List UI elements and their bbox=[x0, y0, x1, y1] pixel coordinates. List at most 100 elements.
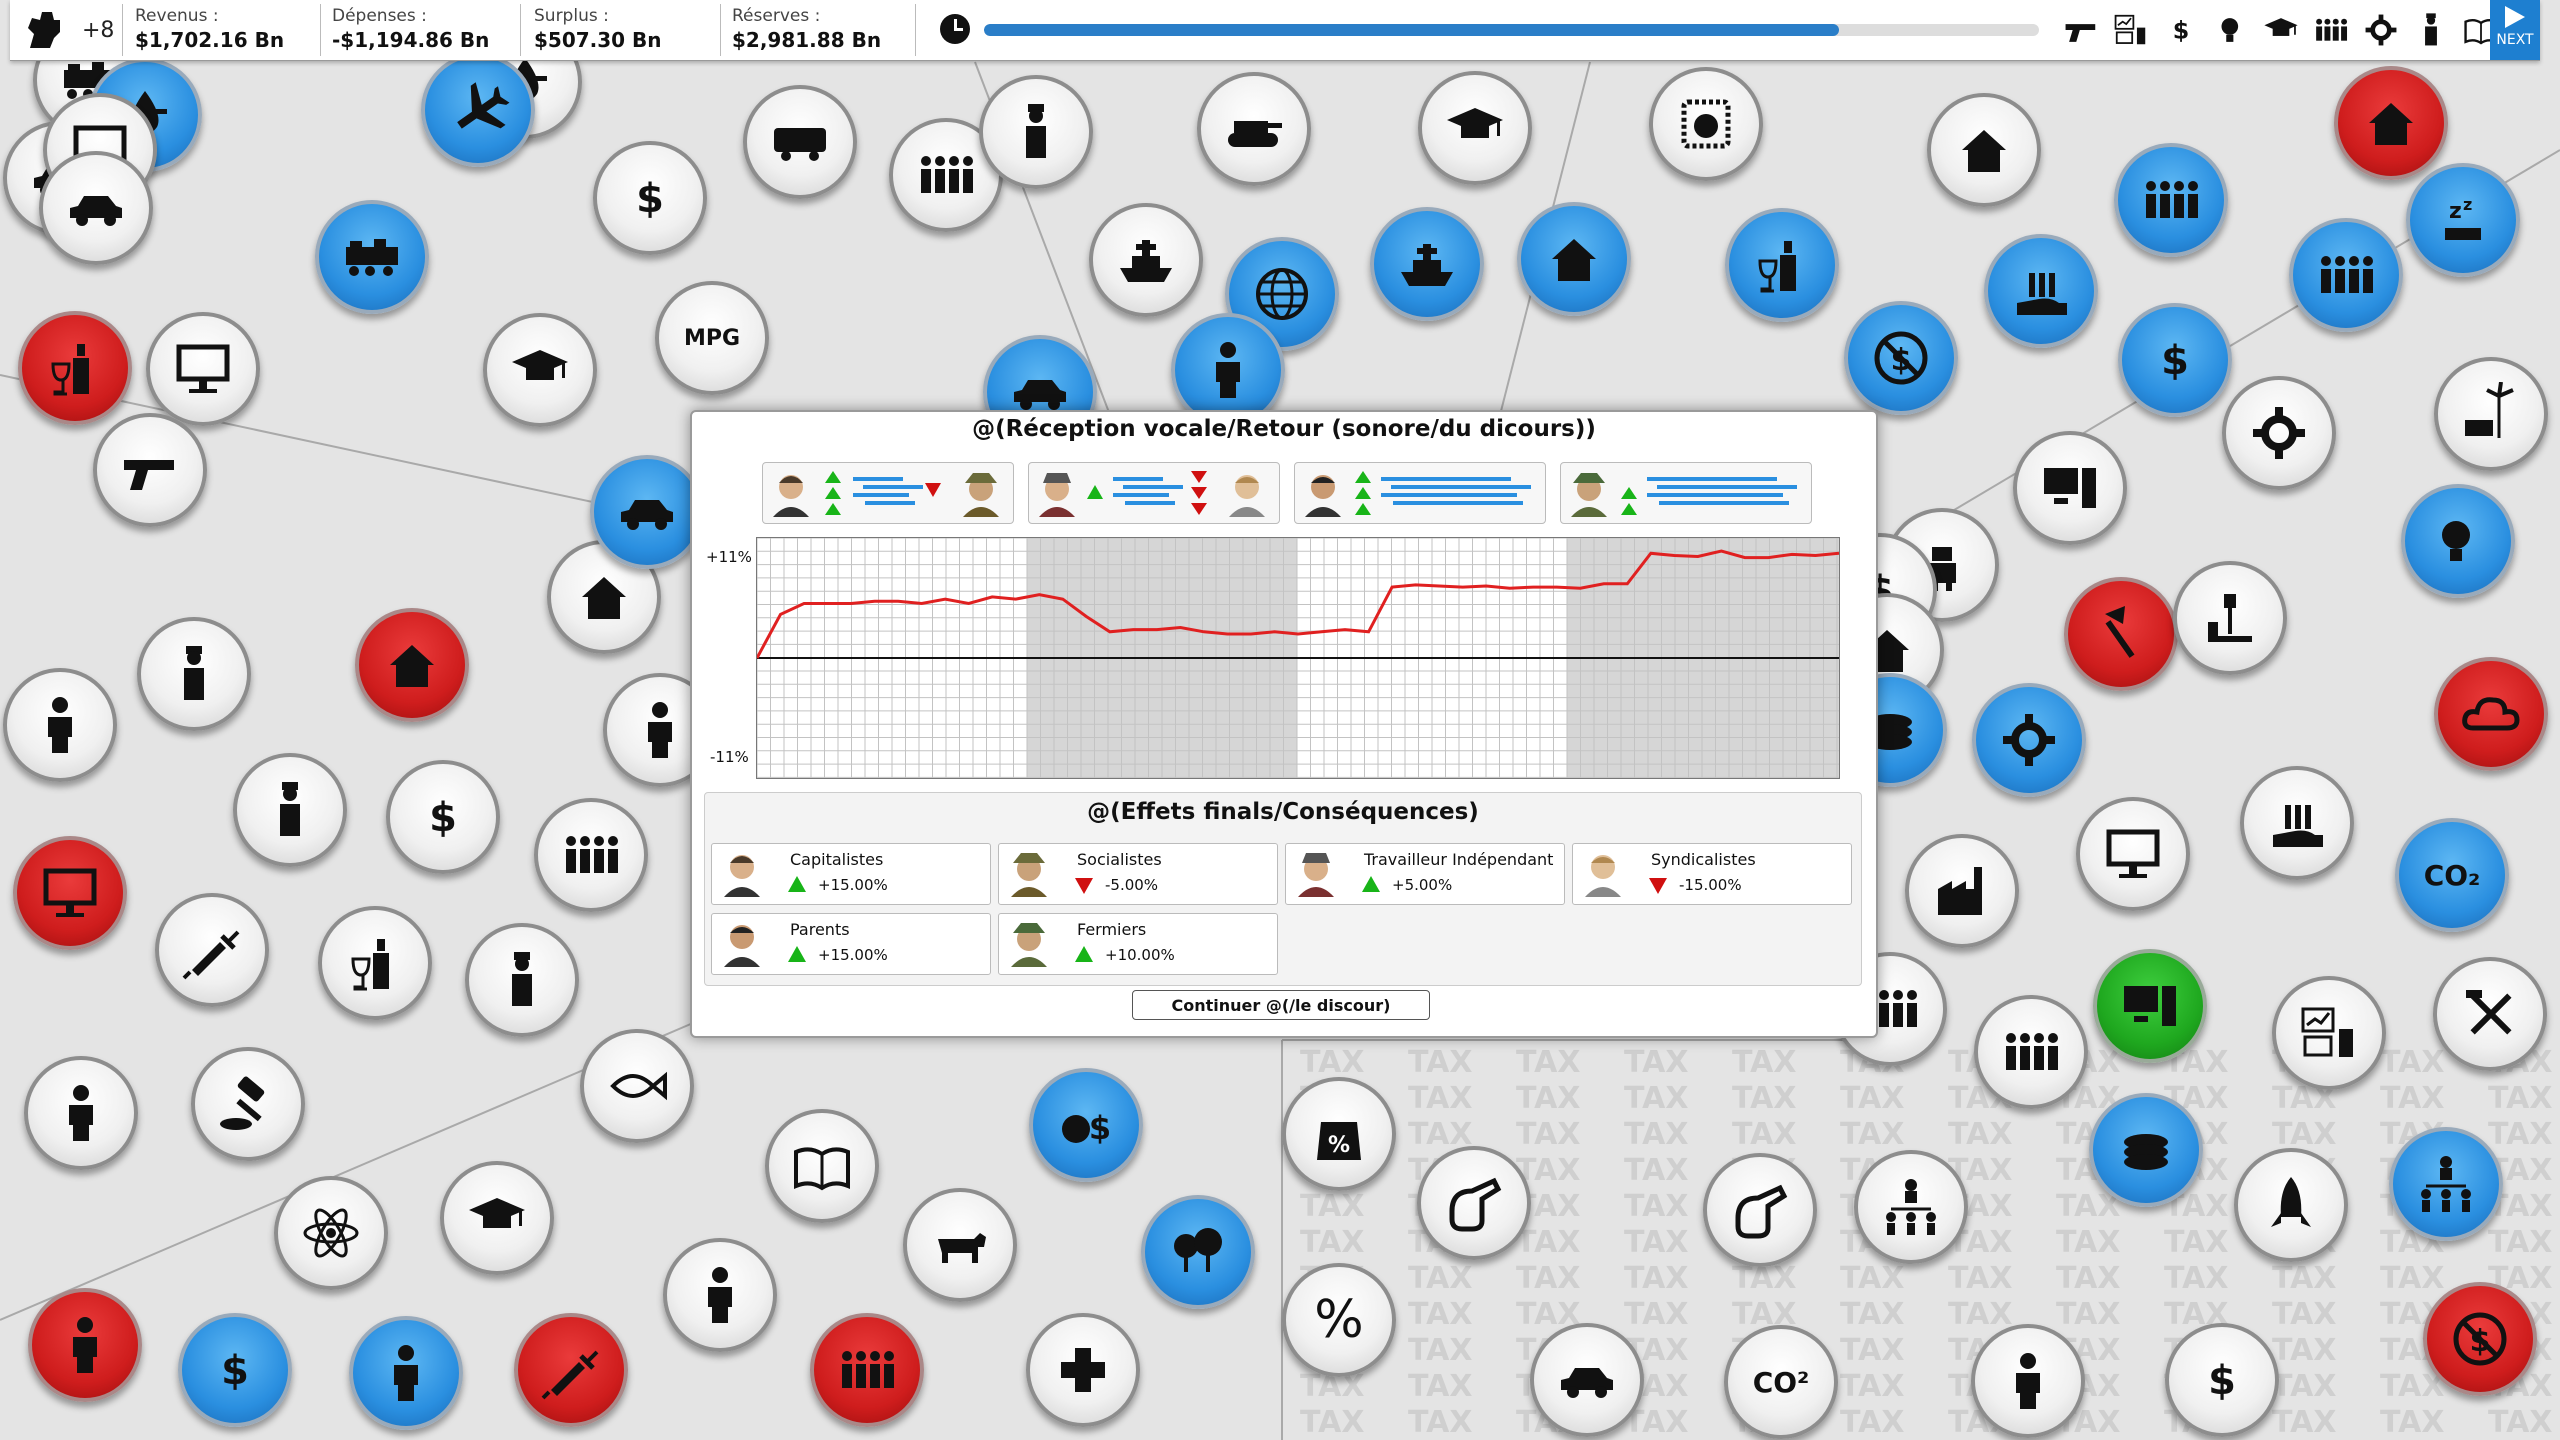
policy-circle-mpg[interactable]: MPG bbox=[655, 281, 769, 395]
policy-circle-apple[interactable]: $ bbox=[1029, 1068, 1143, 1182]
policy-circle-cop[interactable] bbox=[979, 75, 1093, 189]
fish-icon bbox=[605, 1054, 669, 1118]
policy-circle-dollar[interactable]: $ bbox=[593, 141, 707, 255]
lightbulb-icon[interactable] bbox=[2206, 6, 2256, 54]
policy-circle-grad[interactable] bbox=[483, 313, 597, 427]
policy-circle-people[interactable] bbox=[2289, 218, 2403, 332]
policy-circle-stamp[interactable] bbox=[1649, 67, 1763, 181]
policy-circle-cow[interactable] bbox=[903, 1188, 1017, 1302]
policy-circle-chart[interactable] bbox=[2272, 976, 2386, 1090]
policy-circle-percent[interactable]: % bbox=[1282, 1263, 1396, 1377]
policy-circle-hierarchy[interactable] bbox=[2389, 1127, 2503, 1241]
policy-circle-hand[interactable] bbox=[1984, 234, 2098, 348]
policy-circle-cop[interactable] bbox=[137, 617, 251, 731]
policy-circle-person[interactable] bbox=[663, 1238, 777, 1352]
policy-circle-cop[interactable] bbox=[233, 753, 347, 867]
policy-circle-car[interactable] bbox=[39, 151, 153, 265]
policy-circle-factory[interactable] bbox=[1905, 834, 2019, 948]
arrow-up-icon bbox=[788, 876, 806, 892]
policy-circle-car[interactable] bbox=[1530, 1323, 1644, 1437]
policy-circle-bottle[interactable] bbox=[18, 311, 132, 425]
policy-circle-people[interactable] bbox=[1974, 995, 2088, 1109]
policy-circle-grad[interactable] bbox=[1418, 71, 1532, 185]
policy-circle-house[interactable] bbox=[1927, 93, 2041, 207]
policy-circle-nodollar[interactable]: $ bbox=[2423, 1282, 2537, 1396]
policy-circle-people[interactable] bbox=[810, 1313, 924, 1427]
group-icon[interactable] bbox=[2306, 6, 2356, 54]
policy-circle-train[interactable] bbox=[315, 200, 429, 314]
policy-circle-monitor[interactable] bbox=[2076, 797, 2190, 911]
policy-circle-person[interactable] bbox=[3, 668, 117, 782]
policy-circle-computer[interactable] bbox=[2013, 431, 2127, 545]
stat-revenue[interactable]: Revenus : $1,702.16 Bn bbox=[135, 6, 284, 52]
policy-circle-monitor[interactable] bbox=[13, 836, 127, 950]
policy-circle-fuel[interactable] bbox=[1703, 1153, 1817, 1267]
policy-circle-monitor[interactable] bbox=[146, 312, 260, 426]
policy-circle-nodollar[interactable]: $ bbox=[1844, 301, 1958, 415]
policy-circle-gavel[interactable] bbox=[191, 1047, 305, 1161]
policy-circle-bus[interactable] bbox=[743, 85, 857, 199]
policy-circle-cop[interactable] bbox=[465, 923, 579, 1037]
policy-circle-fuel[interactable] bbox=[1417, 1146, 1531, 1260]
policy-circle-bulb[interactable] bbox=[2401, 484, 2515, 598]
bar-chart-icon[interactable] bbox=[2106, 6, 2156, 54]
policy-circle-bottle[interactable] bbox=[318, 906, 432, 1020]
stat-surplus[interactable]: Surplus : $507.30 Bn bbox=[534, 6, 662, 52]
trophy-icon[interactable] bbox=[2256, 6, 2306, 54]
dollar-icon[interactable]: $ bbox=[2156, 6, 2206, 54]
policy-circle-rocket[interactable] bbox=[2234, 1148, 2348, 1262]
policy-circle-coins[interactable] bbox=[2089, 1093, 2203, 1207]
policy-circle-co2b[interactable]: CO² bbox=[1724, 1325, 1838, 1439]
policy-circle-computer[interactable] bbox=[2093, 949, 2207, 1063]
policy-circle-dollar[interactable]: $ bbox=[178, 1313, 292, 1427]
policy-circle-person[interactable] bbox=[28, 1288, 142, 1402]
gears-icon[interactable] bbox=[2356, 6, 2406, 54]
policy-circle-cross[interactable] bbox=[1026, 1313, 1140, 1427]
stat-expenses[interactable]: Dépenses : -$1,194.86 Bn bbox=[332, 6, 489, 52]
policy-circle-dollar[interactable]: $ bbox=[386, 760, 500, 874]
policy-circle-person[interactable] bbox=[349, 1316, 463, 1430]
policy-circle-book[interactable] bbox=[765, 1109, 879, 1223]
continue-button[interactable]: Continuer @(/le discour) bbox=[1132, 990, 1430, 1020]
gun-icon[interactable] bbox=[2056, 6, 2106, 54]
policy-circle-ship[interactable] bbox=[1089, 203, 1203, 317]
policy-circle-hierarchy[interactable] bbox=[1854, 1150, 1968, 1264]
policy-circle-bottle[interactable] bbox=[1725, 208, 1839, 322]
policy-circle-atom[interactable] bbox=[274, 1176, 388, 1290]
policy-circle-plane[interactable] bbox=[421, 53, 535, 167]
medal-icon[interactable] bbox=[2406, 6, 2456, 54]
policy-circle-house[interactable] bbox=[2334, 66, 2448, 180]
policy-circle-gear[interactable] bbox=[2222, 376, 2336, 490]
policy-circle-syringe[interactable] bbox=[155, 893, 269, 1007]
stat-reserves[interactable]: Réserves : $2,981.88 Bn bbox=[732, 6, 881, 52]
next-turn-button[interactable]: NEXT bbox=[2490, 0, 2540, 60]
policy-circle-house[interactable] bbox=[1517, 202, 1631, 316]
policy-circle-house[interactable] bbox=[355, 608, 469, 722]
policy-circle-dollar[interactable]: $ bbox=[2118, 303, 2232, 417]
policy-circle-tools[interactable] bbox=[2433, 957, 2547, 1071]
policy-circle-drill[interactable] bbox=[2173, 561, 2287, 675]
policy-circle-tank[interactable] bbox=[1197, 72, 1311, 186]
policy-circle-people[interactable] bbox=[534, 798, 648, 912]
policy-circle-wind[interactable] bbox=[2434, 357, 2548, 471]
policy-circle-person[interactable] bbox=[1971, 1324, 2085, 1438]
policy-circle-fish[interactable] bbox=[580, 1029, 694, 1143]
policy-circle-gun[interactable] bbox=[93, 413, 207, 527]
person-icon bbox=[28, 693, 92, 757]
policy-circle-ship[interactable] bbox=[1370, 207, 1484, 321]
policy-circle-cloud[interactable] bbox=[2434, 657, 2548, 771]
policy-circle-percentbag[interactable]: % bbox=[1282, 1077, 1396, 1191]
policy-circle-dollar[interactable]: $ bbox=[2165, 1323, 2279, 1437]
fist-icon[interactable] bbox=[20, 8, 70, 52]
policy-circle-grad[interactable] bbox=[440, 1161, 554, 1275]
policy-circle-syringe[interactable] bbox=[514, 1313, 628, 1427]
policy-circle-people[interactable] bbox=[2114, 143, 2228, 257]
policy-circle-hand[interactable] bbox=[2240, 766, 2354, 880]
policy-circle-gear[interactable] bbox=[1972, 683, 2086, 797]
policy-circle-trees[interactable] bbox=[1141, 1195, 1255, 1309]
policy-circle-co2[interactable]: CO₂ bbox=[2395, 818, 2509, 932]
policy-circle-car[interactable] bbox=[590, 455, 704, 569]
policy-circle-person[interactable] bbox=[24, 1056, 138, 1170]
policy-circle-axe[interactable] bbox=[2064, 577, 2178, 691]
